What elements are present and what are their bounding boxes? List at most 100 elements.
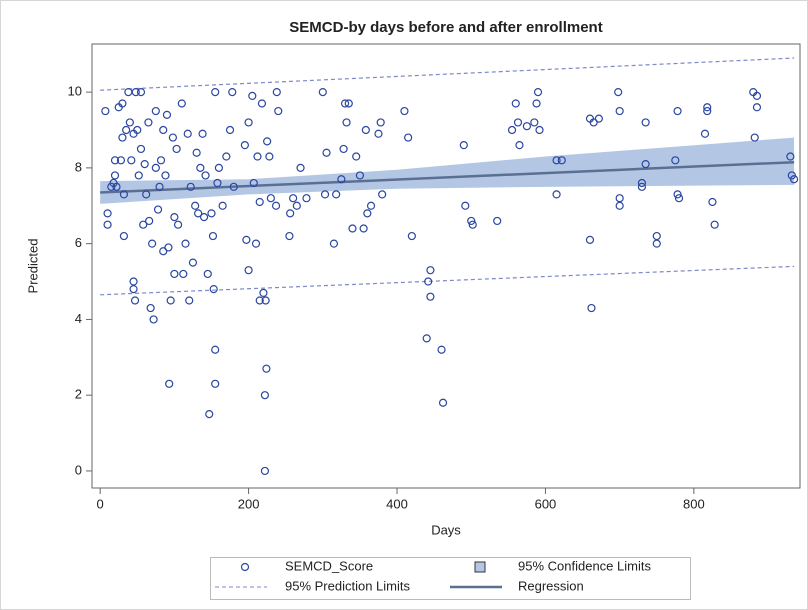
y-tick-label: 0 — [75, 462, 82, 477]
data-point — [703, 106, 712, 116]
data-point — [240, 141, 249, 150]
data-point — [615, 201, 624, 210]
data-point — [615, 106, 624, 116]
legend-symbol — [240, 562, 250, 572]
data-point — [119, 190, 129, 199]
data-point — [112, 182, 121, 191]
data-point — [296, 163, 305, 172]
data-point — [337, 175, 346, 184]
chart-title: SEMCD-by days before and after enrollmen… — [289, 19, 602, 36]
data-point — [461, 201, 470, 210]
data-point — [199, 213, 209, 222]
data-point — [587, 303, 596, 313]
data-point — [786, 152, 795, 161]
data-point — [242, 235, 251, 244]
data-point — [203, 269, 212, 279]
data-point — [222, 152, 231, 161]
data-point — [594, 114, 603, 123]
data-point — [198, 129, 207, 138]
data-point — [211, 345, 220, 354]
data-point — [164, 243, 173, 252]
legend-symbol — [474, 561, 486, 573]
data-point — [426, 266, 435, 275]
y-tick-label: 6 — [75, 235, 82, 250]
data-point — [225, 125, 235, 135]
data-point — [118, 99, 127, 108]
data-point — [153, 205, 163, 214]
data-point — [407, 231, 416, 241]
data-point — [552, 156, 561, 165]
data-point — [140, 159, 149, 169]
data-point — [585, 235, 595, 244]
data-point — [173, 220, 183, 229]
data-point — [151, 163, 160, 172]
data-point — [253, 152, 262, 161]
data-point — [673, 190, 682, 199]
data-point — [170, 269, 179, 279]
data-point — [159, 247, 168, 256]
regression-line — [100, 160, 795, 194]
data-point — [378, 190, 387, 199]
data-point — [103, 220, 112, 229]
data-point — [151, 106, 160, 116]
data-point — [139, 220, 148, 229]
data-point — [255, 296, 264, 305]
data-point — [671, 156, 680, 165]
data-point — [165, 379, 174, 388]
data-point — [130, 296, 140, 305]
legend-label: 95% Prediction Limits — [285, 578, 410, 593]
data-point — [376, 118, 385, 127]
data-point — [532, 99, 541, 108]
prediction-limit — [100, 57, 795, 91]
data-point — [522, 122, 531, 131]
data-point — [149, 315, 158, 324]
data-point — [229, 182, 238, 191]
data-point — [302, 194, 311, 203]
data-point — [426, 292, 435, 301]
data-point — [192, 148, 201, 157]
data-point — [257, 99, 267, 108]
data-point — [156, 156, 166, 165]
data-point — [535, 125, 544, 135]
data-point — [637, 182, 647, 191]
y-axis-label: Predicted — [25, 239, 40, 294]
data-point — [467, 216, 476, 226]
data-point — [244, 118, 253, 127]
data-point — [352, 152, 361, 161]
data-point — [789, 175, 799, 184]
data-point — [515, 141, 524, 150]
data-point — [366, 201, 376, 210]
data-point — [136, 144, 146, 154]
data-point — [641, 118, 650, 127]
data-point — [129, 285, 138, 294]
data-point — [127, 156, 136, 165]
data-point — [263, 137, 272, 146]
data-point — [205, 410, 214, 419]
data-point — [211, 379, 220, 388]
data-point — [286, 209, 295, 218]
data-point — [218, 201, 227, 210]
data-point — [511, 99, 520, 108]
data-point — [404, 133, 413, 142]
data-point — [183, 129, 192, 138]
data-point — [285, 231, 294, 241]
data-point — [493, 216, 502, 226]
data-point — [708, 197, 717, 207]
data-point — [213, 178, 222, 188]
data-point — [248, 91, 257, 101]
x-axis-label: Days — [431, 522, 461, 537]
data-point — [292, 201, 301, 210]
data-point — [318, 88, 327, 97]
data-point — [134, 171, 143, 180]
x-tick-label: 0 — [97, 496, 104, 511]
data-point — [641, 159, 650, 169]
data-point — [459, 141, 468, 150]
data-point — [339, 144, 348, 154]
data-point — [146, 303, 155, 313]
data-point — [552, 190, 561, 199]
data-point — [363, 209, 372, 218]
data-point — [166, 296, 175, 305]
data-point — [359, 224, 368, 233]
